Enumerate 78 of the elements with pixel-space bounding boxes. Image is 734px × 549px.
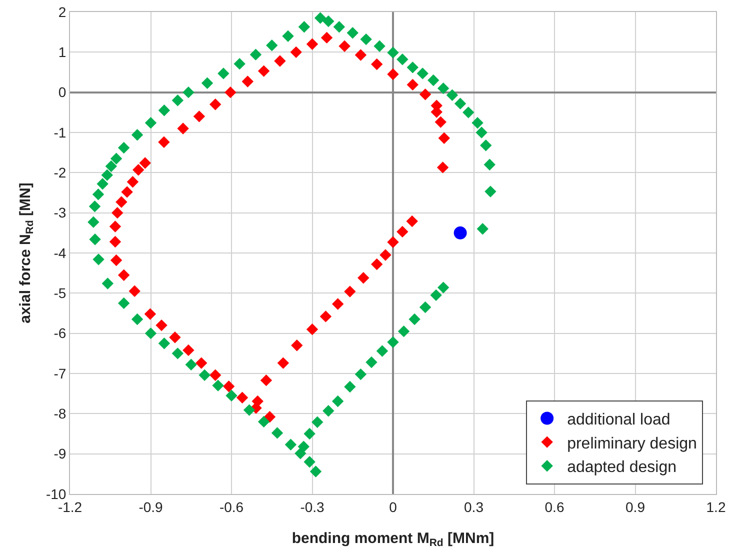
point [371,58,383,70]
point [344,286,356,298]
point [236,392,248,404]
point [332,298,344,310]
point [291,340,303,352]
point [274,55,286,67]
point [438,132,450,144]
point [454,226,467,240]
point [260,374,272,386]
point [387,236,399,248]
point [320,310,332,322]
x-tick-label: -0.3 [300,498,325,515]
x-tick-label: 0.3 [464,498,484,515]
y-tick-label: -1 [54,124,66,140]
point [121,186,133,198]
point [126,176,139,188]
legend-label: additional load [567,412,670,428]
point [128,285,140,298]
point [306,323,318,336]
point [306,38,318,50]
point [224,86,236,98]
point [210,98,222,110]
point [434,116,446,128]
point [144,308,156,320]
point [109,220,122,232]
point [132,164,144,176]
point [371,258,383,270]
y-tick-label: -9 [54,446,66,462]
point [264,411,276,423]
point [110,254,122,266]
point [177,122,189,134]
y-tick-label: -7 [54,365,66,382]
y-tick-label: -6 [54,325,66,342]
y-tick-label: -2 [54,164,66,181]
point [396,226,408,238]
y-tick-label: 1 [58,44,66,60]
point [182,344,194,356]
point [380,249,392,261]
point [387,68,399,80]
y-tick-label: -4 [54,244,66,261]
point [277,357,290,369]
point [258,65,270,77]
x-tick-label: -0.6 [219,498,244,515]
point [406,215,418,228]
point [118,269,130,281]
point [158,136,170,148]
y-tick-label: -3 [54,204,66,221]
point [290,46,302,58]
point [436,162,449,174]
point [112,206,124,219]
x-tick-label: -0.9 [138,498,164,515]
y-tick-label: -8 [54,406,66,422]
point [222,380,235,392]
x-tick-label: 0 [389,498,398,515]
point [169,332,181,344]
y-tick-label: -5 [54,285,66,302]
point [358,272,370,284]
point [338,40,350,52]
legend-label: preliminary design [567,435,697,452]
point [116,196,128,208]
y-tick-label: 2 [58,4,66,20]
point [320,32,333,44]
point [354,49,367,61]
x-tick-label: 1.2 [706,498,726,515]
point [156,319,168,332]
point [196,357,208,369]
point [139,157,151,169]
point [419,88,432,100]
point [242,76,254,88]
point [210,369,222,381]
point [109,236,122,248]
x-tick-label: 0.6 [544,498,564,515]
point [193,110,206,122]
legend-label: adapted design [567,459,677,476]
point [406,78,418,91]
x-axis-title: bending moment M$_{Rd}$ [MNm] [292,530,494,549]
x-tick-label: 0.9 [626,498,646,515]
y-tick-label: 0 [58,84,66,100]
